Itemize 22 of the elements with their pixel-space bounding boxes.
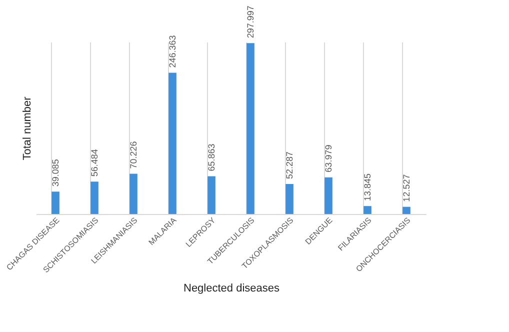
data-label: 70.226	[128, 141, 138, 169]
bar	[402, 206, 410, 214]
x-axis-title: Neglected diseases	[183, 282, 280, 295]
bar	[168, 72, 176, 214]
data-label: 39.085	[50, 159, 60, 187]
y-axis-title: Total number	[22, 96, 34, 160]
data-label: 297.997	[246, 6, 256, 38]
bar	[324, 177, 332, 214]
data-label: 12.527	[402, 174, 412, 202]
data-label: 246.363	[168, 35, 178, 68]
data-label: 65.863	[206, 144, 216, 172]
bar	[130, 174, 138, 214]
bar	[246, 43, 254, 214]
data-label: 56.484	[90, 149, 100, 177]
bar	[90, 182, 98, 214]
bar	[208, 176, 216, 214]
data-label: 13.845	[362, 174, 372, 202]
data-label: 63.979	[324, 144, 334, 172]
bar	[364, 206, 372, 214]
bar	[52, 192, 60, 214]
bar	[286, 184, 294, 214]
data-label: 52.287	[284, 151, 294, 180]
